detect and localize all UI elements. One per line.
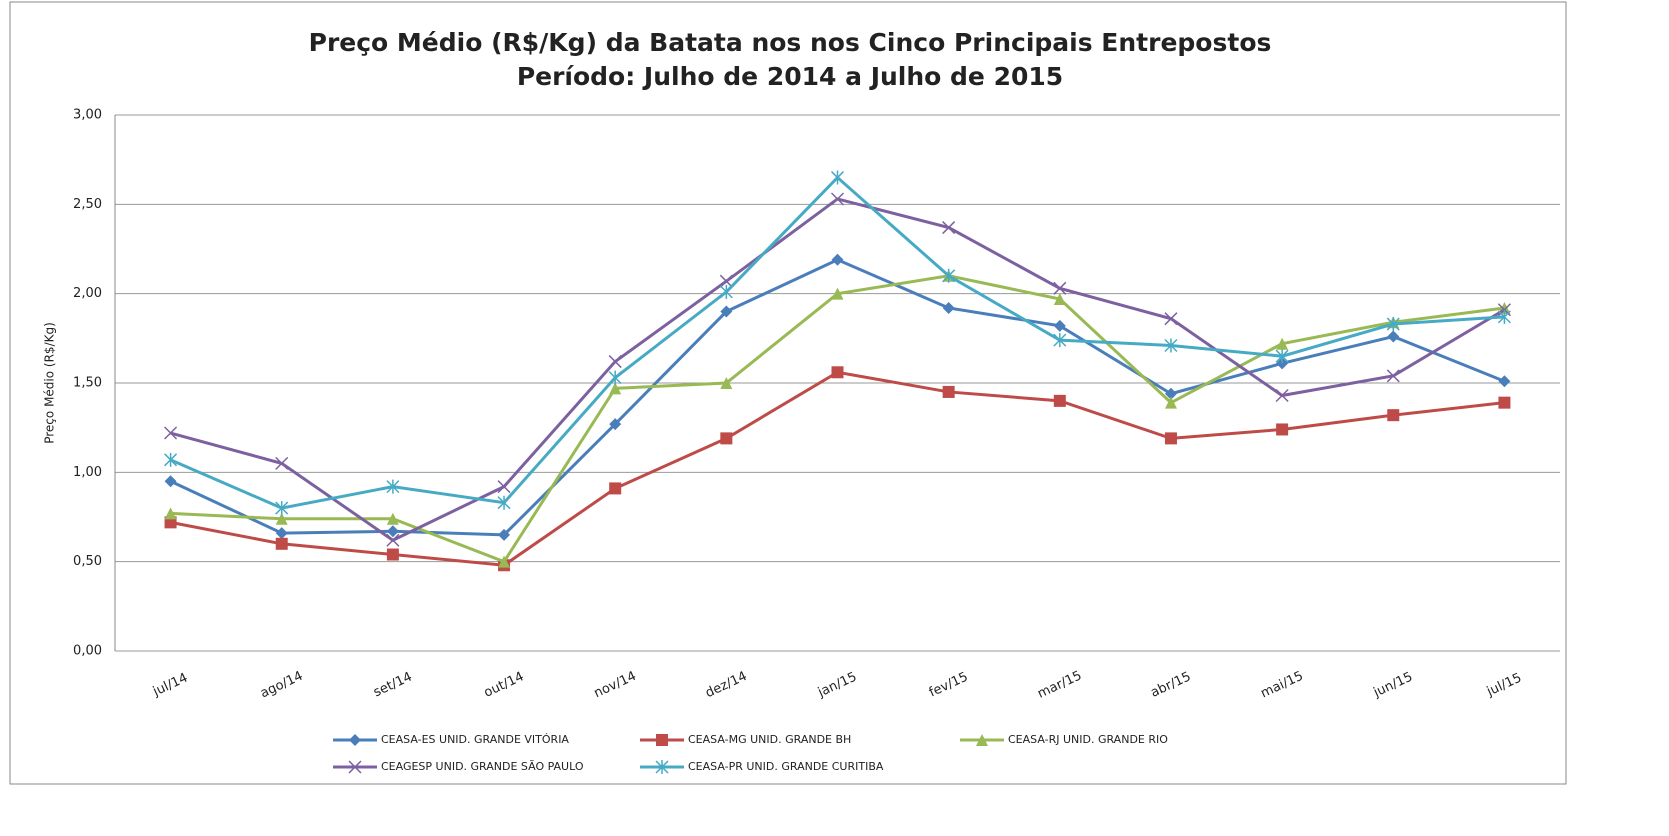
legend-label: CEASA-MG UNID. GRANDE BH xyxy=(688,733,851,746)
marker xyxy=(164,507,177,520)
y-tick-label: 2,50 xyxy=(73,197,102,212)
marker xyxy=(164,426,178,440)
marker xyxy=(831,253,844,266)
marker xyxy=(275,501,289,516)
marker xyxy=(1276,423,1289,436)
marker xyxy=(831,287,844,300)
marker xyxy=(1164,387,1177,400)
marker xyxy=(942,385,955,398)
marker xyxy=(386,548,399,561)
chart-subtitle: Período: Julho de 2014 a Julho de 2015 xyxy=(517,62,1063,91)
marker xyxy=(1275,349,1289,364)
marker xyxy=(1498,375,1511,388)
marker xyxy=(386,479,400,494)
marker xyxy=(719,274,733,288)
marker xyxy=(942,268,956,283)
marker xyxy=(1053,293,1066,306)
marker xyxy=(1053,281,1067,295)
chart-title: Preço Médio (R$/Kg) da Batata nos nos Ci… xyxy=(309,28,1272,57)
marker xyxy=(275,537,288,550)
marker xyxy=(1053,333,1067,348)
marker xyxy=(720,305,733,318)
marker xyxy=(1053,394,1066,407)
marker xyxy=(349,734,361,746)
marker xyxy=(386,512,399,525)
marker xyxy=(609,482,622,495)
marker xyxy=(942,221,956,235)
marker xyxy=(348,760,362,774)
legend-label: CEASA-RJ UNID. GRANDE RIO xyxy=(1008,733,1168,746)
marker xyxy=(830,170,845,185)
marker xyxy=(1497,309,1511,324)
marker xyxy=(275,456,289,470)
y-tick-label: 3,00 xyxy=(73,108,102,123)
marker xyxy=(720,377,733,389)
marker xyxy=(498,528,511,541)
marker xyxy=(609,382,622,395)
chart-frame xyxy=(9,1,1567,785)
y-tick-label: 0,00 xyxy=(73,644,102,659)
legend-label: CEASA-ES UNID. GRANDE VITÓRIA xyxy=(381,733,569,746)
marker xyxy=(164,475,177,488)
marker xyxy=(1386,317,1400,332)
y-tick-label: 1,50 xyxy=(73,376,102,391)
marker xyxy=(608,370,622,385)
y-tick-label: 0,50 xyxy=(73,554,102,569)
marker xyxy=(656,734,668,746)
marker xyxy=(609,418,622,431)
marker xyxy=(386,525,399,538)
marker xyxy=(1387,330,1400,343)
marker xyxy=(164,452,178,467)
y-axis-label: Preço Médio (R$/Kg) xyxy=(43,322,57,444)
marker xyxy=(1387,409,1400,422)
legend-label: CEASA-PR UNID. GRANDE CURITIBA xyxy=(688,760,884,773)
marker xyxy=(1386,369,1400,383)
marker xyxy=(1498,396,1511,409)
marker xyxy=(831,366,844,379)
marker xyxy=(497,480,511,494)
marker xyxy=(719,284,733,299)
marker xyxy=(1164,432,1177,445)
marker xyxy=(1276,357,1289,370)
marker xyxy=(1276,337,1289,350)
y-tick-label: 1,00 xyxy=(73,465,102,480)
marker xyxy=(275,512,288,525)
marker xyxy=(498,555,511,568)
marker xyxy=(1164,338,1178,353)
marker xyxy=(608,355,622,369)
marker xyxy=(1053,319,1066,332)
marker xyxy=(1275,388,1289,403)
marker xyxy=(830,192,845,206)
marker xyxy=(655,760,669,774)
marker xyxy=(497,495,511,510)
legend-label: CEAGESP UNID. GRANDE SÃO PAULO xyxy=(381,760,584,773)
marker xyxy=(1164,396,1177,409)
y-tick-label: 2,00 xyxy=(73,286,102,301)
marker xyxy=(976,734,988,746)
marker xyxy=(1164,312,1178,326)
marker xyxy=(275,527,288,540)
marker xyxy=(386,533,400,547)
marker xyxy=(720,432,733,445)
marker xyxy=(942,301,955,314)
